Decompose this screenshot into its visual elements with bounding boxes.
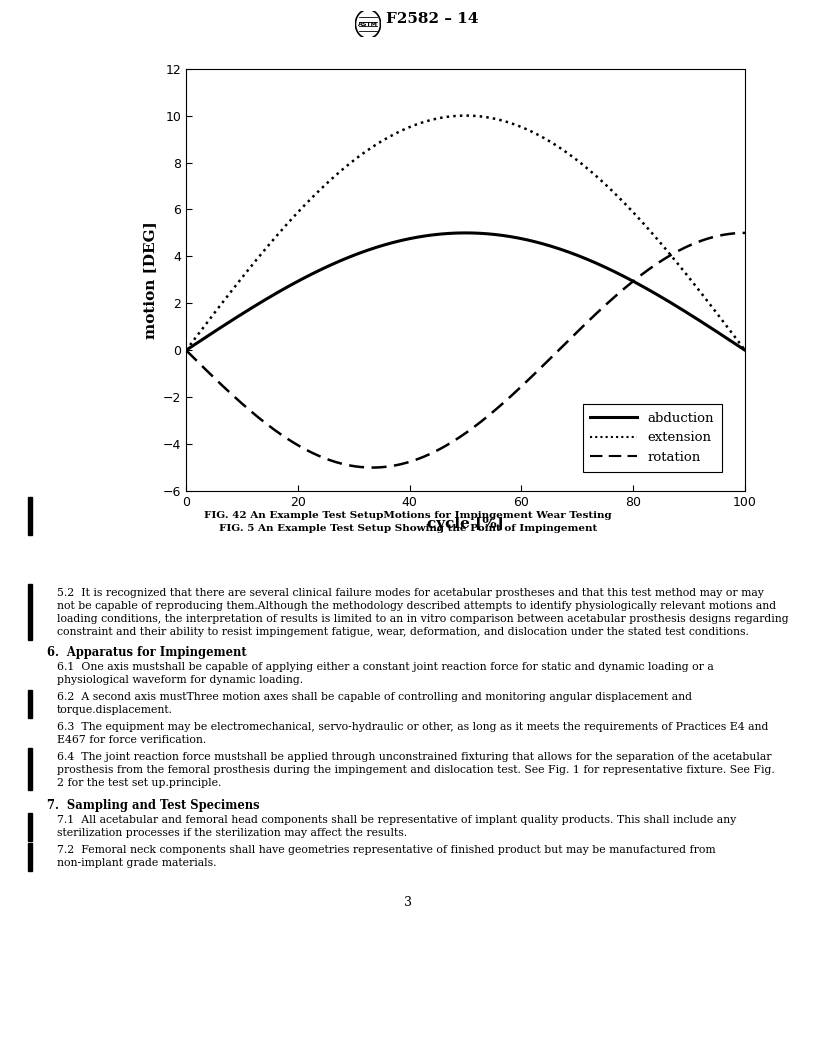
Text: 7.2  Femoral neck components shall have geometries representative of finished pr: 7.2 Femoral neck components shall have g… xyxy=(57,845,716,855)
Text: prosthesis from the femoral prosthesis during the impingement and dislocation te: prosthesis from the femoral prosthesis d… xyxy=(57,765,774,775)
Text: 6.4  The joint reaction force mustshall be applied through unconstrained fixturi: 6.4 The joint reaction force mustshall b… xyxy=(57,752,771,762)
Text: physiological waveform for dynamic loading.: physiological waveform for dynamic loadi… xyxy=(57,675,303,685)
Text: 6.2  A second axis mustThree motion axes shall be capable of controlling and mon: 6.2 A second axis mustThree motion axes … xyxy=(57,692,692,702)
Text: 7.1  All acetabular and femoral head components shall be representative of impla: 7.1 All acetabular and femoral head comp… xyxy=(57,815,736,825)
Text: E467 for force verification.: E467 for force verification. xyxy=(57,735,206,744)
X-axis label: cycle [%]: cycle [%] xyxy=(427,517,504,531)
Text: 2 for the test set up.principle.: 2 for the test set up.principle. xyxy=(57,778,221,788)
Text: loading conditions, the interpretation of results is limited to an in vitro comp: loading conditions, the interpretation o… xyxy=(57,614,788,624)
Text: constraint and their ability to resist impingement fatigue, wear, deformation, a: constraint and their ability to resist i… xyxy=(57,627,749,637)
Legend: abduction, extension, rotation: abduction, extension, rotation xyxy=(583,403,721,472)
Text: 5.2  It is recognized that there are several clinical failure modes for acetabul: 5.2 It is recognized that there are seve… xyxy=(57,588,764,598)
Text: not be capable of reproducing them.Although the methodology described attempts t: not be capable of reproducing them.Altho… xyxy=(57,601,776,611)
Text: 6.3  The equipment may be electromechanical, servo-hydraulic or other, as long a: 6.3 The equipment may be electromechanic… xyxy=(57,722,769,732)
Text: ASTM: ASTM xyxy=(358,21,378,26)
Text: FIG. 5 An Example Test Setup Showing the Point of Impingement: FIG. 5 An Example Test Setup Showing the… xyxy=(219,524,597,533)
Text: 6.  Apparatus for Impingement: 6. Apparatus for Impingement xyxy=(47,646,246,659)
Text: FIG. 42 An Example Test SetupMotions for Impingement Wear Testing: FIG. 42 An Example Test SetupMotions for… xyxy=(204,511,612,520)
Text: 7.  Sampling and Test Specimens: 7. Sampling and Test Specimens xyxy=(47,799,259,812)
Text: non-implant grade materials.: non-implant grade materials. xyxy=(57,857,216,868)
Text: 6.1  One axis mustshall be capable of applying either a constant joint reaction : 6.1 One axis mustshall be capable of app… xyxy=(57,662,714,672)
Text: torque.displacement.: torque.displacement. xyxy=(57,705,173,715)
Text: F2582 – 14: F2582 – 14 xyxy=(386,12,478,26)
Text: sterilization processes if the sterilization may affect the results.: sterilization processes if the steriliza… xyxy=(57,828,407,838)
Text: 3: 3 xyxy=(404,895,412,909)
Y-axis label: motion [DEG]: motion [DEG] xyxy=(144,221,157,339)
